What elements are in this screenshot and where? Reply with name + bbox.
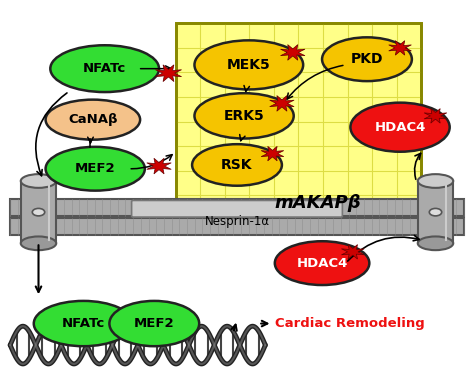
Ellipse shape [418,174,453,188]
FancyBboxPatch shape [418,181,453,243]
Ellipse shape [194,40,303,89]
Polygon shape [341,244,364,259]
Ellipse shape [192,144,282,186]
Polygon shape [281,45,305,60]
Text: MEF2: MEF2 [75,162,116,175]
Text: NFATc: NFATc [62,317,105,330]
FancyBboxPatch shape [21,181,56,243]
Ellipse shape [109,301,199,346]
Ellipse shape [194,93,294,138]
FancyBboxPatch shape [132,200,342,217]
Ellipse shape [275,241,369,285]
Text: Nesprin-1α: Nesprin-1α [204,215,270,228]
Text: HDAC4: HDAC4 [296,257,348,269]
Ellipse shape [418,236,453,250]
Polygon shape [155,65,182,81]
Text: mAKAPβ: mAKAPβ [274,194,361,212]
Polygon shape [147,158,171,174]
Ellipse shape [350,103,450,152]
Text: NFATc: NFATc [83,62,126,75]
Ellipse shape [21,174,56,188]
FancyBboxPatch shape [10,218,464,235]
Text: HDAC4: HDAC4 [374,121,426,134]
Ellipse shape [46,100,140,139]
Ellipse shape [21,236,56,250]
Ellipse shape [34,301,133,346]
Text: Cardiac Remodeling: Cardiac Remodeling [275,317,425,330]
Polygon shape [389,41,411,55]
Polygon shape [424,109,447,123]
Ellipse shape [46,147,145,191]
Text: MEF2: MEF2 [134,317,174,330]
Polygon shape [261,146,284,161]
Polygon shape [270,96,294,111]
Ellipse shape [322,37,412,81]
FancyBboxPatch shape [175,23,421,220]
Ellipse shape [429,208,442,216]
Text: MEK5: MEK5 [227,58,271,72]
Text: RSK: RSK [221,158,253,172]
Ellipse shape [50,45,159,92]
FancyBboxPatch shape [10,199,464,216]
Text: ERK5: ERK5 [224,109,264,123]
Text: PKD: PKD [351,52,383,66]
Ellipse shape [32,208,45,216]
Text: CaNAβ: CaNAβ [68,113,118,126]
